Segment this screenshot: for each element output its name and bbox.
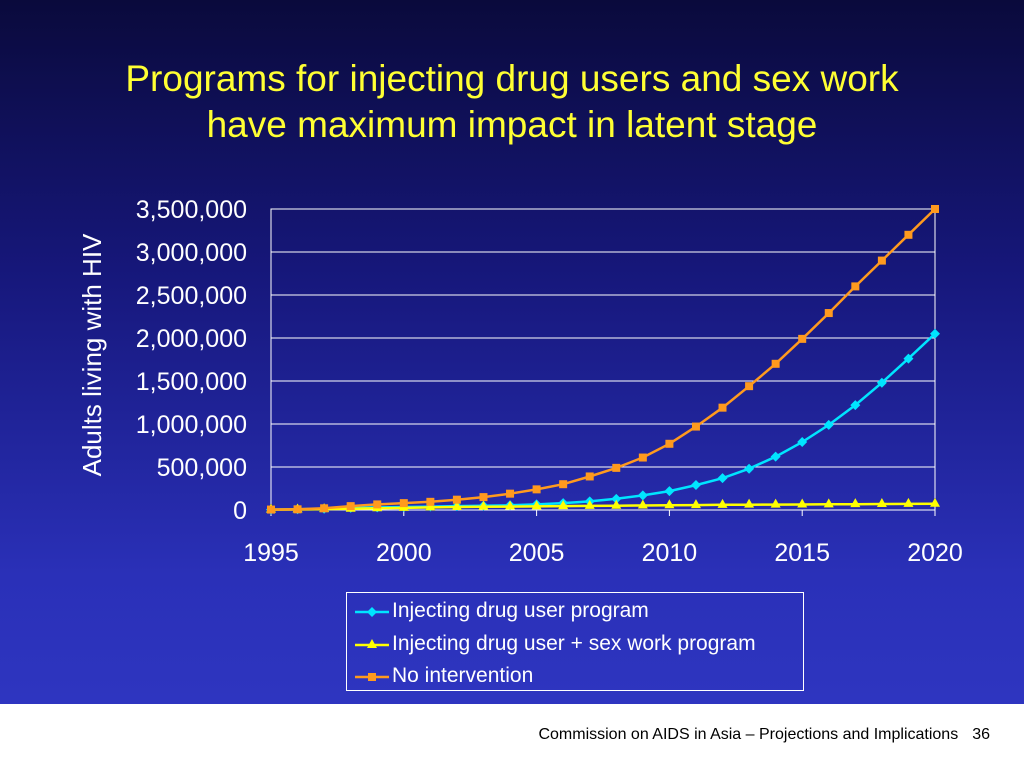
data-point-triangle [823, 498, 834, 508]
data-point-square [373, 500, 382, 509]
data-point-square [638, 453, 647, 462]
data-point-triangle [611, 499, 622, 509]
data-point-square [399, 499, 408, 508]
diamond-marker-icon [355, 607, 389, 617]
data-point-square [771, 359, 780, 368]
data-point-square [931, 205, 939, 213]
y-tick-label: 0 [233, 497, 247, 525]
data-point-square [718, 403, 727, 412]
data-point-diamond [876, 377, 887, 388]
data-point-triangle [425, 501, 436, 511]
x-tick-label: 2000 [376, 539, 432, 567]
square-marker-icon [355, 673, 389, 681]
data-point-square [320, 504, 329, 513]
data-point-diamond [664, 486, 675, 497]
y-tick-label: 2,000,000 [136, 325, 247, 353]
y-tick-label: 3,500,000 [136, 196, 247, 224]
data-point-square [691, 422, 700, 431]
data-point-diamond [690, 480, 701, 491]
legend-label-no-intervention: No intervention [392, 664, 534, 687]
y-tick-label: 500,000 [157, 454, 247, 482]
series-line-2 [270, 208, 936, 511]
data-point-diamond [903, 353, 914, 364]
legend-item-idu: Injecting drug user program [347, 596, 803, 626]
data-point-triangle [876, 497, 887, 507]
data-point-square [904, 230, 913, 239]
data-point-square [665, 439, 674, 448]
legend-label-idu-sw: Injecting drug user + sex work program [392, 632, 756, 655]
data-point-square [559, 480, 568, 489]
data-point-diamond [744, 463, 755, 474]
data-point-triangle [770, 498, 781, 508]
data-point-triangle [664, 499, 675, 509]
data-point-triangle [584, 499, 595, 509]
data-point-square [426, 497, 435, 506]
data-point-diamond [637, 490, 648, 501]
data-point-diamond [850, 400, 861, 411]
data-point-triangle [717, 498, 728, 508]
data-point-triangle [797, 498, 808, 508]
data-point-diamond [770, 451, 781, 462]
y-tick-label: 3,000,000 [136, 239, 247, 267]
data-point-triangle [451, 500, 462, 510]
data-point-triangle [903, 497, 914, 507]
x-tick-label: 2020 [907, 539, 963, 567]
data-point-square [585, 472, 594, 481]
data-point-square [745, 382, 754, 391]
y-tick-label: 1,000,000 [136, 411, 247, 439]
data-point-square [532, 485, 541, 494]
data-point-square [452, 495, 461, 504]
triangle-marker-icon [355, 639, 389, 648]
x-tick-label: 1995 [243, 539, 299, 567]
x-tick-label: 2010 [642, 539, 698, 567]
data-point-diamond [797, 437, 808, 448]
chart-legend: Injecting drug user program Injecting dr… [346, 592, 804, 691]
y-axis-label: Adults living with HIV [77, 233, 107, 476]
data-point-triangle [850, 498, 861, 508]
legend-item-no-intervention: No intervention [347, 661, 803, 691]
data-point-triangle [930, 497, 940, 507]
y-tick-label: 2,500,000 [136, 282, 247, 310]
data-point-diamond [717, 473, 728, 484]
data-point-square [798, 334, 807, 343]
data-point-triangle [531, 500, 542, 510]
line-chart: 0 500,000 1,000,000 1,500,000 2,000,000 2,500… [77, 196, 963, 567]
plot-area [270, 208, 936, 511]
slide-title-line-1: Programs for injecting drug users and se… [125, 58, 899, 99]
data-point-square [506, 489, 515, 498]
page-number: 36 [972, 726, 990, 743]
y-tick-label: 1,500,000 [136, 368, 247, 396]
x-tick-label: 2015 [774, 539, 830, 567]
x-tick-label: 2005 [509, 539, 565, 567]
legend-item-idu-sw: Injecting drug user + sex work program [347, 629, 803, 659]
data-point-square [877, 256, 886, 265]
data-point-triangle [690, 499, 701, 509]
series-line-1 [270, 502, 936, 511]
data-point-square [267, 505, 275, 514]
slide-title: Programs for injecting drug users and se… [0, 56, 1024, 148]
data-point-square [479, 493, 488, 502]
slide-title-line-2: have maximum impact in latent stage [206, 104, 818, 145]
data-point-triangle [505, 500, 516, 510]
data-point-square [851, 282, 860, 291]
legend-label-idu: Injecting drug user program [392, 599, 649, 622]
data-point-diamond [823, 419, 834, 430]
data-point-square [293, 505, 302, 514]
data-point-square [346, 502, 355, 511]
data-point-square [824, 309, 833, 318]
series-line-0 [270, 332, 936, 511]
footer-caption: Commission on AIDS in Asia – Projections… [538, 726, 959, 743]
data-point-diamond [611, 493, 622, 504]
data-point-square [612, 463, 621, 472]
data-point-diamond [930, 328, 940, 339]
data-point-triangle [478, 500, 489, 510]
footer-text: Commission on AIDS in Asia – Projections… [538, 726, 990, 744]
slide-footer: Commission on AIDS in Asia – Projections… [0, 704, 1024, 768]
data-point-triangle [558, 500, 569, 510]
data-point-triangle [637, 499, 648, 509]
data-point-triangle [744, 498, 755, 508]
